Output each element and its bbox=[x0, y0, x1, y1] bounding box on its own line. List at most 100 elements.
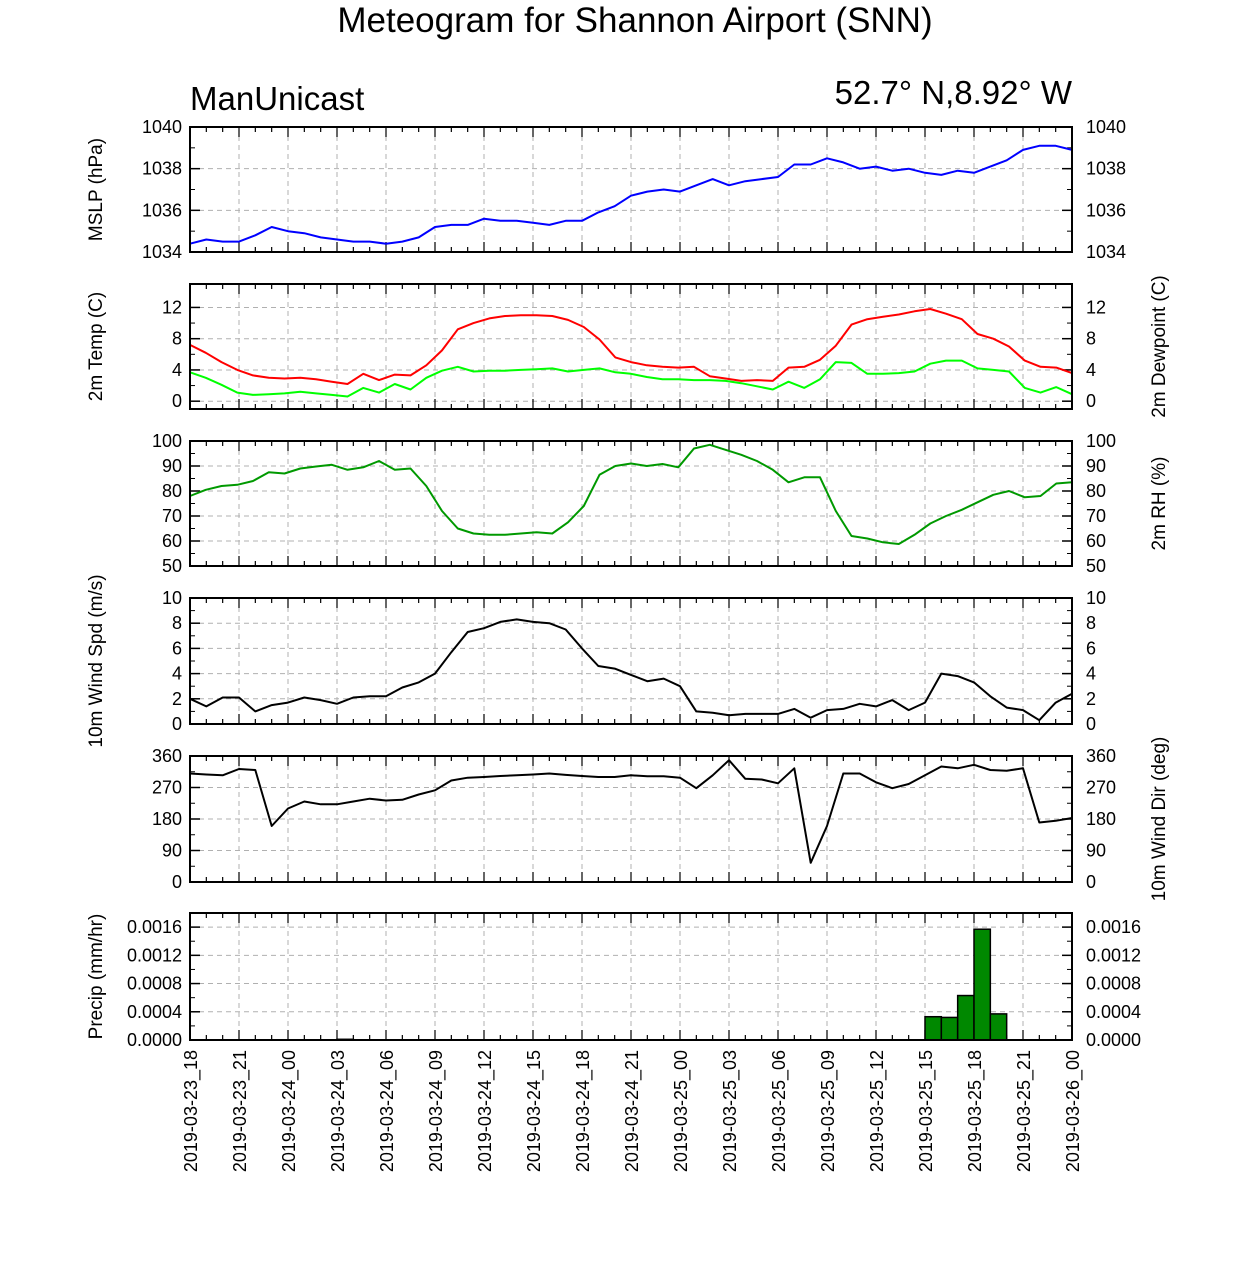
y-axis-label-right: 2m Dewpoint (C) bbox=[1149, 275, 1170, 418]
y-tick-label-right: 70 bbox=[1086, 506, 1106, 526]
y-tick-label-right: 270 bbox=[1086, 778, 1116, 798]
y-tick-label-left: 70 bbox=[162, 506, 182, 526]
x-tick-label: 2019-03-25_12 bbox=[867, 1050, 888, 1172]
y-tick-label-right: 1038 bbox=[1086, 159, 1126, 179]
y-tick-label-left: 4 bbox=[172, 360, 182, 380]
x-tick-label: 2019-03-24_00 bbox=[279, 1050, 300, 1172]
x-tick-label: 2019-03-25_03 bbox=[720, 1050, 741, 1172]
y-axis-label-right: 10m Wind Dir (deg) bbox=[1149, 737, 1170, 902]
y-tick-label-left: 270 bbox=[152, 778, 182, 798]
y-tick-label-right: 80 bbox=[1086, 481, 1106, 501]
y-tick-label-right: 1040 bbox=[1086, 117, 1126, 137]
panel-1: 0 0 4 4 8 8 12 12 2m Temp (C) 2m Dewpoint (C) bbox=[86, 275, 1170, 418]
y-tick-label-left: 0 bbox=[172, 872, 182, 892]
y-tick-label-right: 1034 bbox=[1086, 242, 1126, 262]
x-tick-label: 2019-03-24_03 bbox=[328, 1050, 349, 1172]
location-label: 52.7° N,8.92° W bbox=[835, 74, 1073, 111]
chart-title: Meteogram for Shannon Airport (SNN) bbox=[337, 1, 932, 40]
panel-2: 50 50 60 60 70 70 80 80 90 90 100 100 2m RH (%) bbox=[152, 431, 1170, 576]
panel-5: 0.0000 0.0000 0.0004 0.0004 0.0008 0.0008 0.00… bbox=[86, 912, 1141, 1050]
y-tick-label-left: 8 bbox=[172, 329, 182, 349]
x-tick-label: 2019-03-25_18 bbox=[965, 1050, 986, 1172]
x-tick-label: 2019-03-24_15 bbox=[524, 1050, 545, 1172]
y-tick-label-left: 4 bbox=[172, 664, 182, 684]
precip-bar bbox=[924, 1015, 943, 1041]
y-tick-label-right: 0 bbox=[1086, 872, 1096, 892]
y-tick-label-left: 0.0012 bbox=[127, 945, 182, 965]
y-axis-label-left: 2m Temp (C) bbox=[86, 292, 107, 401]
x-axis: 2019-03-23_18 2019-03-23_21 2019-03-24_00 2… bbox=[181, 1050, 1084, 1172]
y-tick-label-right: 12 bbox=[1086, 297, 1106, 317]
x-tick-label: 2019-03-23_18 bbox=[181, 1050, 202, 1172]
series-line-temp bbox=[189, 308, 1073, 385]
y-tick-label-left: 100 bbox=[152, 431, 182, 451]
x-tick-label: 2019-03-26_00 bbox=[1063, 1050, 1084, 1172]
x-tick-label: 2019-03-24_12 bbox=[475, 1050, 496, 1172]
y-tick-label-left: 0 bbox=[172, 391, 182, 411]
x-tick-label: 2019-03-23_21 bbox=[230, 1050, 251, 1172]
y-tick-label-right: 4 bbox=[1086, 360, 1096, 380]
y-tick-label-right: 0.0000 bbox=[1086, 1030, 1141, 1050]
y-tick-label-right: 4 bbox=[1086, 664, 1096, 684]
panel-frame bbox=[189, 440, 1073, 567]
y-tick-label-left: 0.0016 bbox=[127, 917, 182, 937]
x-tick-label: 2019-03-24_21 bbox=[622, 1050, 643, 1172]
y-tick-label-right: 360 bbox=[1086, 746, 1116, 766]
y-tick-label-right: 90 bbox=[1086, 841, 1106, 861]
panel-0: 1034 1034 1036 1036 1038 1038 1040 1040 MSLP (hP… bbox=[86, 117, 1126, 262]
y-tick-label-right: 100 bbox=[1086, 431, 1116, 451]
y-tick-label-right: 0.0016 bbox=[1086, 917, 1141, 937]
panel-frame bbox=[189, 126, 1073, 253]
y-tick-label-left: 90 bbox=[162, 841, 182, 861]
y-tick-label-right: 0 bbox=[1086, 714, 1096, 734]
y-tick-label-left: 1034 bbox=[142, 242, 182, 262]
series-line-wind_dir bbox=[189, 759, 1073, 864]
y-tick-label-left: 60 bbox=[162, 531, 182, 551]
panel-frame bbox=[189, 597, 1073, 725]
y-tick-label-right: 50 bbox=[1086, 556, 1106, 576]
y-tick-label-left: 2 bbox=[172, 689, 182, 709]
y-tick-label-right: 180 bbox=[1086, 809, 1116, 829]
y-tick-label-left: 10 bbox=[162, 588, 182, 608]
precip-bar bbox=[989, 1013, 1008, 1041]
panel-4: 0 0 90 90 180 180 270 270 360 360 10m Wind Dir (de… bbox=[152, 737, 1170, 902]
y-tick-label-left: 0 bbox=[172, 714, 182, 734]
y-tick-label-right: 0.0012 bbox=[1086, 945, 1141, 965]
y-tick-label-left: 1036 bbox=[142, 200, 182, 220]
y-tick-label-left: 80 bbox=[162, 481, 182, 501]
y-tick-label-left: 8 bbox=[172, 613, 182, 633]
precip-bar bbox=[940, 1016, 959, 1041]
series-line-wind_spd bbox=[189, 618, 1073, 722]
precip-bar bbox=[973, 928, 992, 1041]
y-axis-label-right: 2m RH (%) bbox=[1149, 457, 1170, 551]
precip-bar bbox=[956, 994, 975, 1041]
model-label: ManUnicast bbox=[190, 80, 364, 117]
x-tick-label: 2019-03-24_06 bbox=[377, 1050, 398, 1172]
y-tick-label-right: 0.0004 bbox=[1086, 1002, 1141, 1022]
y-tick-label-left: 12 bbox=[162, 297, 182, 317]
x-tick-label: 2019-03-25_00 bbox=[671, 1050, 692, 1172]
y-tick-label-left: 360 bbox=[152, 746, 182, 766]
y-tick-label-left: 0.0008 bbox=[127, 974, 182, 994]
series-line-mslp bbox=[189, 144, 1073, 245]
panel-frame bbox=[189, 755, 1073, 883]
y-tick-label-left: 0.0000 bbox=[127, 1030, 182, 1050]
y-tick-label-right: 0.0008 bbox=[1086, 974, 1141, 994]
panel-3: 0 0 2 2 4 4 6 6 8 8 10 10 10m Wind Spd (m/s) bbox=[86, 574, 1106, 747]
series-line-rh bbox=[189, 443, 1073, 545]
y-tick-label-right: 8 bbox=[1086, 613, 1096, 633]
series-line-dewpoint bbox=[189, 359, 1073, 398]
y-tick-label-left: 90 bbox=[162, 456, 182, 476]
y-axis-label-left: 10m Wind Spd (m/s) bbox=[86, 574, 107, 747]
y-tick-label-right: 60 bbox=[1086, 531, 1106, 551]
y-tick-label-right: 0 bbox=[1086, 391, 1096, 411]
y-tick-label-left: 50 bbox=[162, 556, 182, 576]
y-tick-label-right: 90 bbox=[1086, 456, 1106, 476]
y-tick-label-left: 6 bbox=[172, 638, 182, 658]
y-tick-label-right: 8 bbox=[1086, 329, 1096, 349]
x-tick-label: 2019-03-24_18 bbox=[573, 1050, 594, 1172]
y-tick-label-left: 1038 bbox=[142, 159, 182, 179]
y-tick-label-left: 1040 bbox=[142, 117, 182, 137]
x-tick-label: 2019-03-25_15 bbox=[916, 1050, 937, 1172]
